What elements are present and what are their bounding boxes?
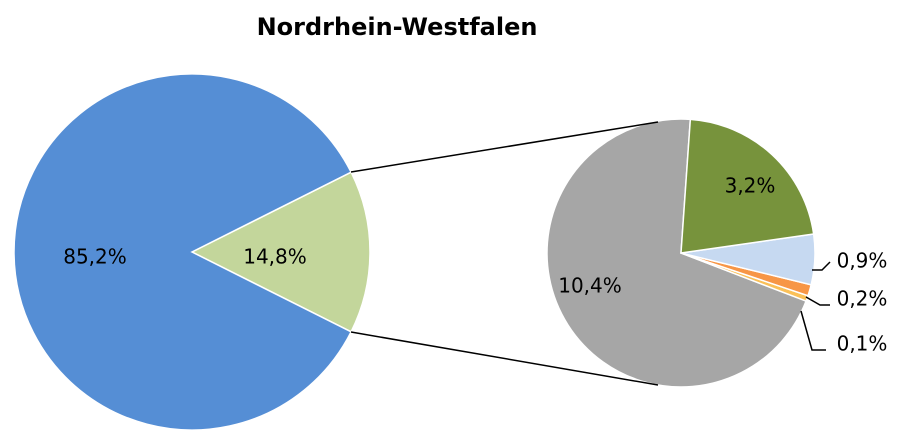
leader-line: [800, 310, 826, 351]
data-label: 14,8%: [243, 245, 307, 269]
data-label: 0,9%: [837, 249, 888, 273]
data-label: 0,1%: [837, 332, 888, 356]
leader-line: [805, 296, 830, 306]
data-label: 10,4%: [558, 274, 622, 298]
connector-line: [350, 331, 659, 386]
pie-slice: [546, 118, 808, 388]
data-label: 85,2%: [63, 245, 127, 269]
pie-slice: [190, 171, 371, 333]
chart-title: Nordrhein-Westfalen: [257, 13, 538, 41]
connector-line: [350, 121, 659, 173]
data-label: 3,2%: [725, 174, 776, 198]
pie-slice: [13, 73, 353, 430]
leader-line: [812, 261, 831, 271]
pie-slice: [680, 118, 815, 254]
data-label: 0,2%: [837, 287, 888, 311]
